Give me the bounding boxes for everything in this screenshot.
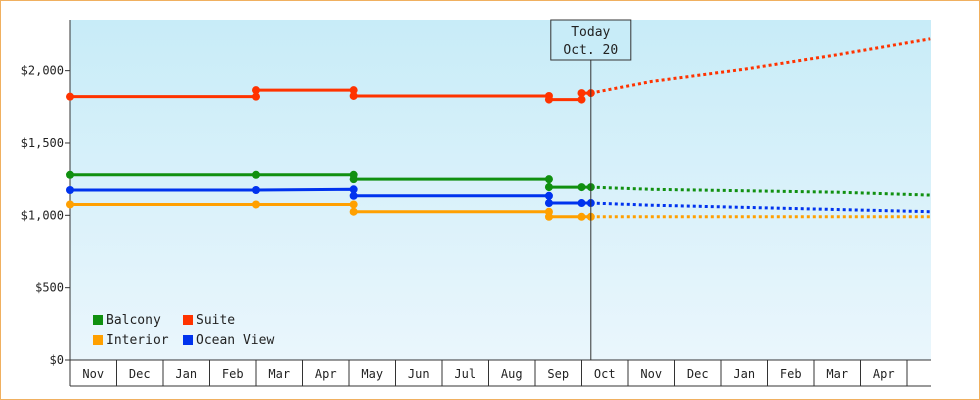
data-point-suite (349, 86, 358, 95)
data-point-suite (252, 92, 260, 101)
x-tick-label: Mar (268, 367, 290, 381)
today-box (550, 19, 632, 61)
data-point-suite (66, 92, 74, 101)
data-point-ocean-view (252, 186, 260, 194)
data-point-balcony (66, 170, 74, 179)
x-tick-label: Jan (733, 367, 755, 381)
y-tick-label: $1,500 (21, 136, 64, 150)
legend-label: Balcony (106, 313, 161, 328)
data-point-suite (577, 95, 586, 104)
data-point-ocean-view (544, 199, 553, 208)
y-tick-label: $2,000 (21, 64, 64, 78)
data-point-interior (349, 207, 358, 216)
data-point-interior (577, 212, 586, 221)
x-tick-label: Apr (873, 367, 895, 381)
x-tick-label: Apr (315, 367, 337, 381)
data-point-interior (252, 200, 260, 209)
forecast-line-balcony (590, 185, 931, 197)
x-tick-label: Feb (222, 367, 244, 381)
x-tick-label: Feb (780, 367, 802, 381)
data-point-suite (544, 95, 553, 104)
x-tick-label: May (361, 367, 383, 381)
legend-swatch (93, 315, 103, 325)
data-point-balcony (349, 175, 358, 184)
data-point-ocean-view (349, 191, 358, 200)
x-tick-label: Jun (408, 367, 430, 381)
x-tick-label: Nov (640, 367, 662, 381)
legend-swatch (183, 335, 193, 345)
legend-label: Interior (106, 333, 169, 348)
legend-label: Suite (196, 313, 235, 328)
x-tick-label: Oct (594, 367, 616, 381)
history-line-balcony (70, 173, 591, 189)
legend-label: Ocean View (196, 333, 274, 348)
data-point-balcony (544, 175, 553, 184)
data-point-interior (349, 200, 358, 209)
x-tick-label: Jan (175, 367, 197, 381)
data-point-interior (66, 200, 74, 209)
data-point-ocean-view (66, 186, 74, 194)
data-point-suite (577, 89, 586, 98)
x-tick-label: Jul (454, 367, 476, 381)
data-point-interior (544, 212, 553, 221)
legend-swatch (93, 335, 103, 345)
data-point-suite (252, 86, 260, 95)
data-point-ocean-view (577, 199, 586, 208)
data-point-ocean-view (544, 191, 553, 200)
today-label: Today (571, 25, 610, 40)
data-point-suite (349, 91, 358, 100)
data-point-balcony (544, 183, 553, 192)
today-date: Oct. 20 (563, 43, 618, 58)
x-tick-label: Dec (687, 367, 709, 381)
x-tick-label: Nov (82, 367, 104, 381)
x-tick-label: Aug (501, 367, 523, 381)
data-point-balcony (577, 183, 586, 192)
y-tick-label: $500 (35, 281, 64, 295)
legend-swatch (183, 315, 193, 325)
x-tick-label: Mar (826, 367, 848, 381)
history-line-ocean-view (70, 187, 591, 205)
forecast-line-ocean-view (590, 201, 931, 214)
data-point-ocean-view (349, 185, 358, 194)
y-tick-label: $0 (50, 353, 64, 367)
x-tick-label: Sep (547, 367, 569, 381)
history-line-interior (70, 202, 591, 219)
data-point-balcony (252, 170, 260, 179)
y-tick-label: $1,000 (21, 208, 64, 222)
x-tick-label: Dec (129, 367, 151, 381)
